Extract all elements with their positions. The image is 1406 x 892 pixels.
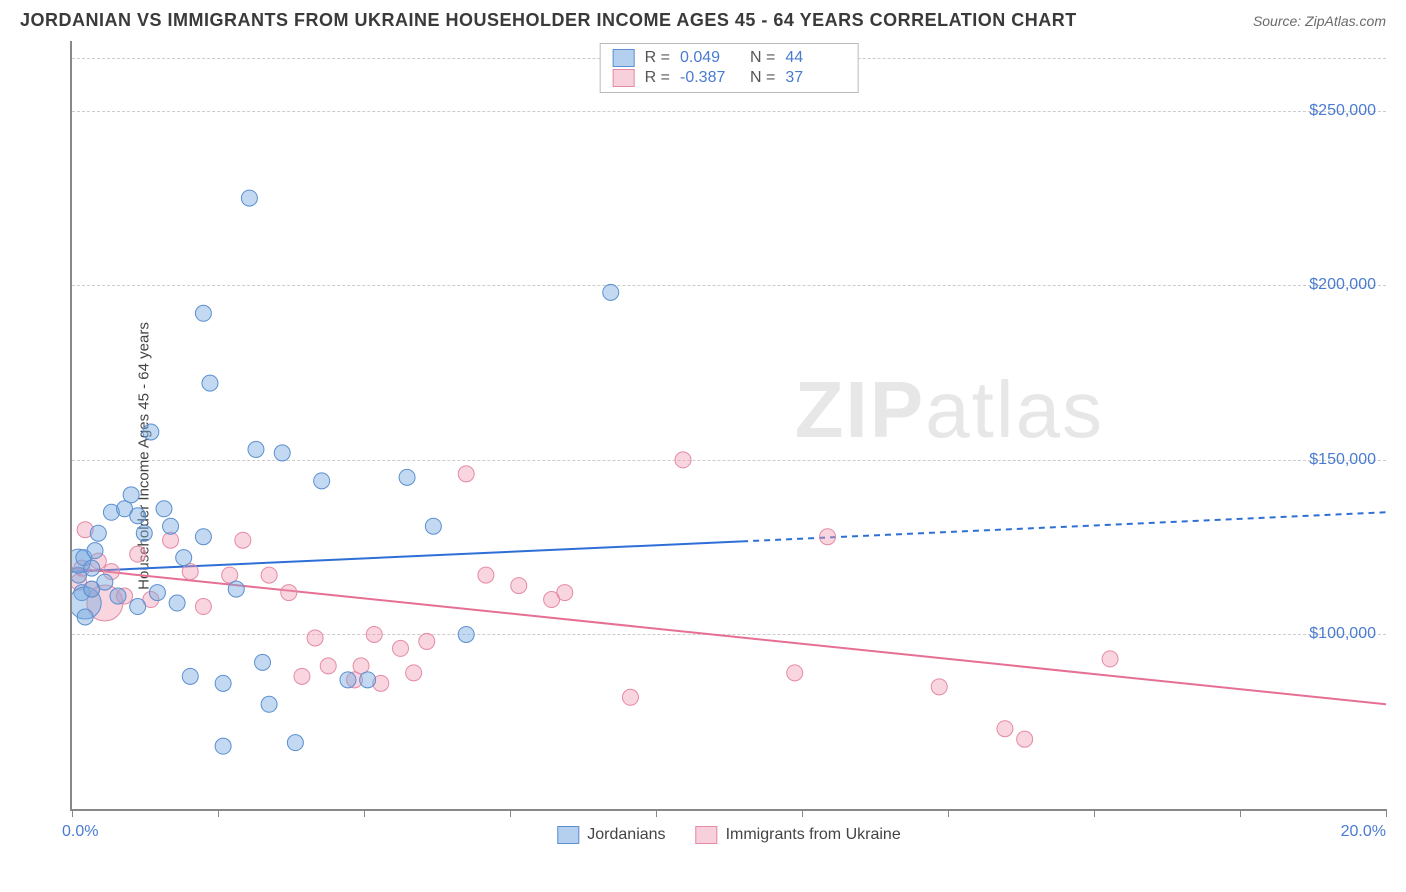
data-point-jordanians xyxy=(458,626,474,642)
chart-container: Householder Income Ages 45 - 64 years ZI… xyxy=(20,41,1386,871)
x-axis-min-label: 0.0% xyxy=(62,823,98,841)
chart-title: JORDANIAN VS IMMIGRANTS FROM UKRAINE HOU… xyxy=(20,10,1077,31)
data-point-jordanians xyxy=(97,574,113,590)
legend-row-jordanians: R = 0.049 N = 44 xyxy=(613,48,846,68)
data-point-jordanians xyxy=(90,525,106,541)
legend-label: Immigrants from Ukraine xyxy=(726,826,901,844)
data-point-jordanians xyxy=(360,672,376,688)
x-tick xyxy=(802,809,803,817)
source-label: Source: ZipAtlas.com xyxy=(1253,13,1386,29)
data-point-ukraine xyxy=(1102,651,1118,667)
x-axis-max-label: 20.0% xyxy=(1341,823,1386,841)
data-point-ukraine xyxy=(622,689,638,705)
n-value: 37 xyxy=(785,69,845,87)
x-tick xyxy=(948,809,949,817)
data-point-jordanians xyxy=(425,518,441,534)
data-point-jordanians xyxy=(202,375,218,391)
data-point-jordanians xyxy=(195,305,211,321)
data-point-jordanians xyxy=(261,696,277,712)
r-label: R = xyxy=(645,49,670,67)
data-point-ukraine xyxy=(419,633,435,649)
correlation-legend: R = 0.049 N = 44 R = -0.387 N = 37 xyxy=(600,43,859,93)
r-value: -0.387 xyxy=(680,69,740,87)
data-point-jordanians xyxy=(163,518,179,534)
data-point-jordanians xyxy=(603,284,619,300)
data-point-jordanians xyxy=(84,560,100,576)
data-point-ukraine xyxy=(320,658,336,674)
data-point-ukraine xyxy=(478,567,494,583)
x-tick xyxy=(72,809,73,817)
legend-item-jordanians: Jordanians xyxy=(557,826,665,844)
data-point-ukraine xyxy=(557,585,573,601)
data-point-jordanians xyxy=(169,595,185,611)
data-point-jordanians xyxy=(287,735,303,751)
swatch-icon xyxy=(613,49,635,67)
series-legend: Jordanians Immigrants from Ukraine xyxy=(557,826,900,844)
n-value: 44 xyxy=(785,49,845,67)
n-label: N = xyxy=(750,49,775,67)
data-point-jordanians xyxy=(215,738,231,754)
data-point-ukraine xyxy=(294,668,310,684)
x-tick xyxy=(1386,809,1387,817)
swatch-icon xyxy=(557,826,579,844)
data-point-ukraine xyxy=(820,529,836,545)
n-label: N = xyxy=(750,69,775,87)
r-value: 0.049 xyxy=(680,49,740,67)
data-point-jordanians xyxy=(123,487,139,503)
x-tick xyxy=(1094,809,1095,817)
data-point-jordanians xyxy=(182,668,198,684)
x-tick xyxy=(1240,809,1241,817)
data-point-ukraine xyxy=(1017,731,1033,747)
data-point-ukraine xyxy=(195,599,211,615)
data-point-ukraine xyxy=(997,721,1013,737)
r-label: R = xyxy=(645,69,670,87)
data-point-jordanians xyxy=(228,581,244,597)
data-point-ukraine xyxy=(787,665,803,681)
swatch-icon xyxy=(696,826,718,844)
data-point-ukraine xyxy=(307,630,323,646)
legend-label: Jordanians xyxy=(587,826,665,844)
data-point-jordanians xyxy=(241,190,257,206)
trend-line-jordanians-dashed xyxy=(742,512,1386,541)
data-point-ukraine xyxy=(366,626,382,642)
data-point-jordanians xyxy=(340,672,356,688)
data-point-jordanians xyxy=(130,599,146,615)
x-tick xyxy=(656,809,657,817)
data-point-ukraine xyxy=(261,567,277,583)
data-point-jordanians xyxy=(87,543,103,559)
data-point-jordanians xyxy=(77,609,93,625)
data-point-jordanians xyxy=(176,550,192,566)
data-point-jordanians xyxy=(215,675,231,691)
data-point-jordanians xyxy=(314,473,330,489)
x-tick xyxy=(364,809,365,817)
data-point-ukraine xyxy=(281,585,297,601)
swatch-icon xyxy=(613,69,635,87)
data-point-ukraine xyxy=(130,546,146,562)
data-point-jordanians xyxy=(195,529,211,545)
data-point-jordanians xyxy=(130,508,146,524)
data-point-ukraine xyxy=(458,466,474,482)
data-point-jordanians xyxy=(143,424,159,440)
data-point-ukraine xyxy=(511,578,527,594)
data-point-ukraine xyxy=(235,532,251,548)
trend-line-ukraine xyxy=(72,568,1386,704)
data-point-jordanians xyxy=(255,654,271,670)
data-point-jordanians xyxy=(274,445,290,461)
data-point-jordanians xyxy=(399,469,415,485)
chart-svg xyxy=(72,41,1386,809)
legend-row-ukraine: R = -0.387 N = 37 xyxy=(613,68,846,88)
x-tick xyxy=(510,809,511,817)
data-point-ukraine xyxy=(393,640,409,656)
data-point-jordanians xyxy=(156,501,172,517)
data-point-ukraine xyxy=(406,665,422,681)
data-point-jordanians xyxy=(149,585,165,601)
data-point-jordanians xyxy=(110,588,126,604)
data-point-ukraine xyxy=(675,452,691,468)
plot-area: ZIPatlas R = 0.049 N = 44 R = -0.387 N =… xyxy=(70,41,1386,811)
x-tick xyxy=(218,809,219,817)
data-point-jordanians xyxy=(136,525,152,541)
legend-item-ukraine: Immigrants from Ukraine xyxy=(696,826,901,844)
data-point-jordanians xyxy=(248,441,264,457)
data-point-ukraine xyxy=(931,679,947,695)
